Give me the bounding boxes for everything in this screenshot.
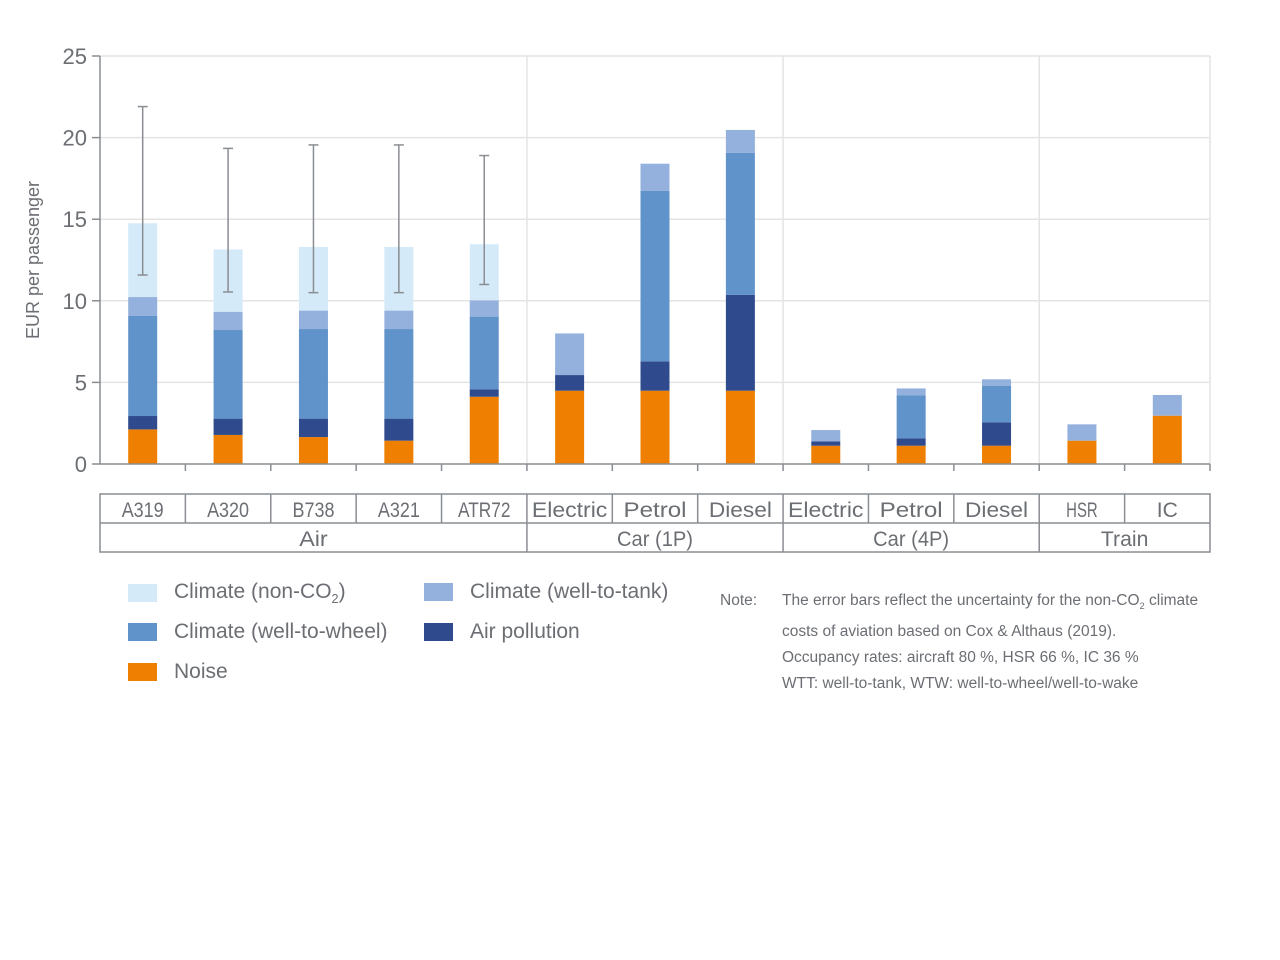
x-category-label: Electric (788, 499, 863, 522)
y-tick-label: 0 (75, 452, 87, 477)
legend-swatch (128, 663, 157, 681)
bar-segment-noise (1067, 440, 1097, 464)
bar-segment-climate-well-to-tank (896, 388, 926, 396)
bar-segment-climate-well-to-wheel (982, 385, 1012, 423)
legend-swatch (424, 623, 453, 641)
note-line: costs of aviation based on Cox & Althaus… (782, 623, 1117, 641)
legend-item-non-co2: Climate (non-CO2) (128, 580, 346, 606)
bar-segment-climate-well-to-wheel (128, 315, 158, 417)
legend-label: Air pollution (470, 620, 580, 643)
x-category-label: Petrol (880, 499, 943, 522)
error-bars (137, 105, 490, 294)
bar-segment-air-pollution (811, 441, 841, 446)
legend-label: Climate (non-CO2) (174, 580, 346, 607)
legend-label: Noise (174, 660, 228, 683)
bar-segment-noise (1152, 415, 1182, 464)
note-body: The error bars reflect the uncertainty f… (782, 588, 1212, 697)
note-line: The error bars reflect the uncertainty f… (782, 592, 1199, 612)
x-category-label: HSR (1066, 499, 1098, 522)
bar-segment-noise (384, 440, 414, 464)
bar-segment-air-pollution (384, 418, 414, 441)
axes (92, 55, 1211, 471)
bar-segment-climate-well-to-wheel (469, 316, 499, 390)
legend-item-well-to-tank: Climate (well-to-tank) (424, 580, 668, 604)
y-tick-label: 20 (63, 126, 87, 151)
bar-segment-climate-well-to-wheel (725, 152, 755, 295)
legend-swatch (128, 584, 157, 603)
bar-segment-climate-well-to-wheel (384, 329, 414, 419)
bar-segment-noise (725, 390, 755, 464)
x-category-label: Diesel (965, 499, 1028, 522)
x-group-label: Car (1P) (617, 528, 693, 551)
x-category-label: Diesel (709, 499, 772, 522)
bars (128, 129, 1182, 464)
bar-segment-air-pollution (896, 438, 926, 446)
x-category-label: ATR72 (458, 499, 511, 522)
y-tick-label: 5 (75, 370, 87, 395)
legend-item-air-pollution: Air pollution (424, 620, 580, 644)
bar-segment-climate-well-to-tank (213, 311, 243, 331)
bar-segment-climate-well-to-tank (982, 379, 1012, 386)
y-tick-label: 10 (63, 289, 87, 314)
bar-segment-climate-well-to-tank (1067, 424, 1097, 441)
bar-segment-climate-well-to-wheel (213, 330, 243, 419)
legend-item-well-to-wheel: Climate (well-to-wheel) (128, 620, 388, 644)
x-category-label: B738 (292, 499, 334, 522)
x-group-label: Car (4P) (873, 528, 949, 551)
y-axis-title: EUR per passenger (23, 181, 43, 339)
legend-swatch (424, 583, 453, 601)
category-table: A319 A320 B738 A321 ATR72 Electric Petrol Diese… (99, 493, 1211, 553)
bar-segment-climate-well-to-tank (384, 310, 414, 330)
bar-segment-noise (555, 390, 585, 464)
y-tick-label: 15 (63, 207, 87, 232)
bar-segment-noise (896, 445, 926, 464)
bar-segment-air-pollution (213, 418, 243, 435)
bar-segment-climate-well-to-wheel (298, 329, 328, 419)
x-group-label: Air (299, 528, 328, 551)
bar-segment-noise (213, 434, 243, 464)
legend-item-noise: Noise (128, 660, 228, 684)
bar-segment-air-pollution (725, 294, 755, 391)
bar-segment-climate-well-to-tank (298, 310, 328, 330)
bar-segment-climate-well-to-tank (640, 163, 670, 191)
note-line: Occupancy rates: aircraft 80 %, HSR 66 %… (782, 649, 1139, 667)
bar-segment-noise (811, 445, 841, 464)
bar-segment-air-pollution (298, 418, 328, 438)
bar-segment-noise (640, 390, 670, 464)
legend-swatch (128, 623, 157, 641)
bar-segment-climate-well-to-tank (469, 300, 499, 317)
legend-label: Climate (well-to-tank) (470, 580, 669, 603)
bar-segment-noise (298, 437, 328, 464)
bar-segment-climate-well-to-tank (1152, 394, 1182, 416)
x-category-label: A321 (378, 499, 420, 522)
bar-segment-air-pollution (555, 375, 585, 391)
bar-segment-climate-well-to-tank (128, 297, 158, 316)
note-line: WTT: well-to-tank, WTW: well-to-wheel/we… (782, 675, 1139, 693)
x-category-label: A320 (207, 499, 249, 522)
bar-segment-noise (469, 396, 499, 464)
bar-segment-air-pollution (128, 416, 158, 430)
x-category-label: Petrol (624, 499, 687, 522)
x-category-label: IC (1157, 499, 1178, 522)
bar-segment-climate-well-to-wheel (640, 190, 670, 362)
legend-label: Climate (well-to-wheel) (174, 620, 388, 643)
x-category-label: A319 (122, 499, 164, 522)
bar-segment-climate-well-to-tank (811, 430, 841, 442)
x-category-label: Electric (532, 499, 607, 522)
y-tick-labels: 0 5 10 15 20 25 (63, 44, 87, 477)
bar-segment-climate-well-to-tank (725, 129, 755, 153)
bar-segment-noise (128, 429, 158, 464)
x-group-label: Train (1101, 528, 1149, 551)
bar-segment-air-pollution (982, 422, 1012, 446)
bar-segment-noise (982, 445, 1012, 464)
note-label: Note: (720, 592, 758, 609)
bar-segment-air-pollution (469, 389, 499, 397)
bar-segment-air-pollution (640, 361, 670, 391)
y-tick-label: 25 (63, 44, 87, 69)
bar-segment-climate-well-to-tank (555, 333, 585, 376)
bar-segment-climate-well-to-wheel (896, 395, 926, 439)
